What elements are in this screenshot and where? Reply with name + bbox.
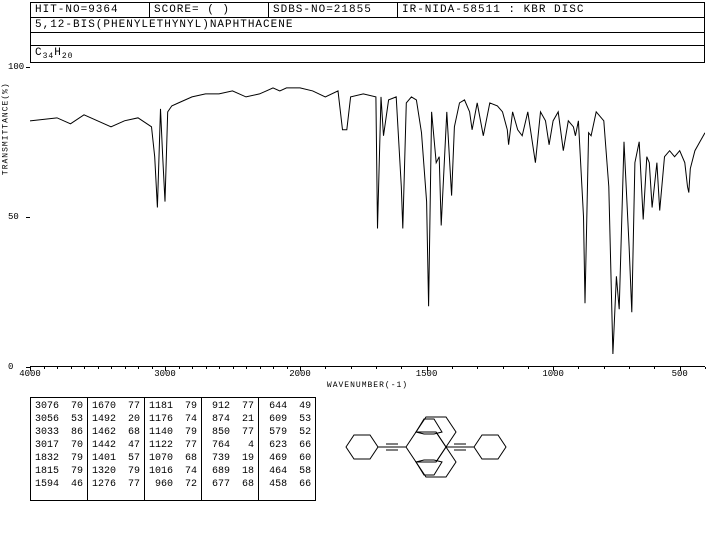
peak-column: 1670 771492 201462 681442 471401 571320 …: [88, 398, 145, 500]
peak-column: 1181 791176 741140 791122 771070 681016 …: [145, 398, 202, 500]
peak-column: 912 77 874 21 850 77 764 4 739 19 689 18…: [202, 398, 259, 500]
structure-svg: [336, 397, 556, 497]
data-section: 3076 703056 533033 863017 701832 791815 …: [30, 397, 705, 501]
peak-column: 644 49 609 53 579 52 623 66 469 60 464 5…: [259, 398, 315, 500]
spacer: [30, 33, 705, 46]
ir-spectrum-chart: TRANSMITTANCE(%) WAVENUMBER(-1) 05010040…: [30, 67, 705, 367]
peak-row: 912 77: [206, 400, 254, 413]
y-tick: 0: [8, 362, 13, 372]
peak-row: 850 77: [206, 426, 254, 439]
peak-row: 464 58: [263, 465, 311, 478]
y-tick: 100: [8, 62, 24, 72]
peak-table: 3076 703056 533033 863017 701832 791815 …: [30, 397, 316, 501]
x-axis-label: WAVENUMBER(-1): [327, 381, 408, 390]
peak-row: 874 21: [206, 413, 254, 426]
plot-area: [30, 67, 705, 367]
peak-row: 458 66: [263, 478, 311, 491]
peak-row: 609 53: [263, 413, 311, 426]
peak-row: 1176 74: [149, 413, 197, 426]
peak-row: 739 19: [206, 452, 254, 465]
peak-row: 1122 77: [149, 439, 197, 452]
peak-row: 1070 68: [149, 452, 197, 465]
peak-column: 3076 703056 533033 863017 701832 791815 …: [31, 398, 88, 500]
peak-row: 3017 70: [35, 439, 83, 452]
molecular-structure: [336, 397, 705, 501]
peak-row: 1492 20: [92, 413, 140, 426]
peak-row: 689 18: [206, 465, 254, 478]
hit-no: HIT-NO=9364: [31, 3, 150, 17]
peak-row: 644 49: [263, 400, 311, 413]
peak-row: 960 72: [149, 478, 197, 491]
peak-row: 1832 79: [35, 452, 83, 465]
peak-row: 764 4: [206, 439, 254, 452]
peak-row: 623 66: [263, 439, 311, 452]
method: IR-NIDA-58511 : KBR DISC: [398, 3, 704, 17]
peak-row: 1276 77: [92, 478, 140, 491]
peak-row: 1594 46: [35, 478, 83, 491]
peak-row: 3056 53: [35, 413, 83, 426]
peak-row: 3076 70: [35, 400, 83, 413]
peak-row: 1442 47: [92, 439, 140, 452]
y-tick: 50: [8, 212, 19, 222]
peak-row: 1462 68: [92, 426, 140, 439]
compound-name: 5,12-BIS(PHENYLETHYNYL)NAPHTHACENE: [30, 18, 705, 33]
peak-row: 1140 79: [149, 426, 197, 439]
peak-row: 3033 86: [35, 426, 83, 439]
peak-row: 1401 57: [92, 452, 140, 465]
peak-row: 677 68: [206, 478, 254, 491]
spectrum-line: [30, 67, 705, 366]
y-axis-label: TRANSMITTANCE(%): [2, 82, 11, 175]
sdbs-no: SDBS-NO=21855: [269, 3, 398, 17]
score: SCORE= ( ): [150, 3, 269, 17]
peak-row: 1670 77: [92, 400, 140, 413]
peak-row: 579 52: [263, 426, 311, 439]
header-row: HIT-NO=9364 SCORE= ( ) SDBS-NO=21855 IR-…: [30, 2, 705, 18]
peak-row: 1181 79: [149, 400, 197, 413]
peak-row: 469 60: [263, 452, 311, 465]
formula: C34H20: [30, 46, 705, 63]
peak-row: 1016 74: [149, 465, 197, 478]
peak-row: 1320 79: [92, 465, 140, 478]
peak-row: 1815 79: [35, 465, 83, 478]
